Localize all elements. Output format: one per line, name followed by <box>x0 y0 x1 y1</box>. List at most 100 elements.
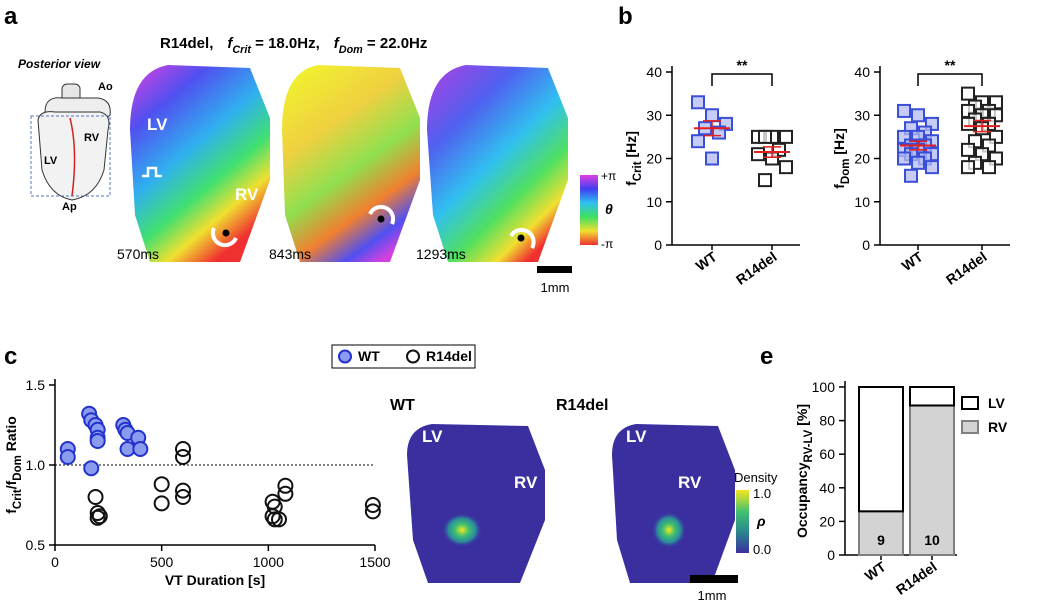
density-colorbar <box>736 490 749 553</box>
label-part: f <box>3 509 19 514</box>
map-label: RV <box>678 473 702 492</box>
x-tick-label: 0 <box>51 554 59 570</box>
significance-label: ** <box>945 57 956 73</box>
data-point <box>758 173 772 188</box>
schematic-label: RV <box>84 132 100 144</box>
subscript: Crit <box>632 161 644 181</box>
label-part: Occupancy <box>794 462 810 538</box>
label-part: = 18.0Hz, <box>251 35 320 52</box>
x-tick-label: 1000 <box>253 554 284 570</box>
data-point <box>89 505 106 521</box>
y-tick-label: 20 <box>854 151 870 167</box>
data-point <box>87 489 104 505</box>
heart-schematic <box>30 83 111 201</box>
y-tick-label: 80 <box>819 413 835 429</box>
data-point <box>364 503 381 520</box>
bar-segment <box>909 404 955 557</box>
map-label: LV <box>626 427 647 446</box>
significance-label: ** <box>737 57 748 73</box>
y-tick-label: 40 <box>646 64 662 80</box>
subscript: Dom <box>840 159 852 185</box>
colorbar-label: 1.0 <box>753 486 771 501</box>
data-point <box>925 160 939 175</box>
data-point <box>961 142 975 157</box>
n-label: 10 <box>924 532 940 548</box>
schematic-label: LV <box>44 155 58 167</box>
subscript: Dom <box>12 455 24 481</box>
label-part: [%] <box>794 404 810 430</box>
data-point <box>779 129 793 144</box>
legend-box <box>331 344 476 369</box>
colorbar-label: -π <box>601 237 613 251</box>
sem-bar <box>973 119 991 133</box>
subscript: Crit <box>12 489 24 509</box>
data-point <box>91 508 108 525</box>
y-axis-label: fCrit/fDom Ratio <box>3 416 24 514</box>
data-point <box>904 168 918 183</box>
label-part: R14del, <box>160 35 213 52</box>
x-tick-label: WT <box>899 248 926 274</box>
y-tick-label: 1.5 <box>26 377 46 393</box>
data-point <box>277 477 294 494</box>
x-axis-label: VT Duration [s] <box>165 572 265 588</box>
sem-bar <box>703 120 721 137</box>
data-point <box>705 108 719 123</box>
data-point <box>691 95 705 110</box>
data-point <box>59 449 76 465</box>
y-tick-label: 100 <box>812 379 836 395</box>
scale-bar <box>537 266 572 273</box>
data-point <box>691 134 705 149</box>
legend-label: LV <box>988 395 1006 411</box>
legend-label: R14del <box>426 348 472 364</box>
time-label: 1293ms <box>416 246 466 262</box>
subscript: Crit <box>232 44 251 56</box>
y-tick-label: 40 <box>819 480 835 496</box>
data-point <box>751 147 765 162</box>
group-label: WT <box>390 397 415 414</box>
label-part: f <box>831 184 847 189</box>
data-point <box>153 476 170 493</box>
data-point <box>911 155 925 170</box>
bar-segment <box>858 386 904 513</box>
map-label: RV <box>235 185 259 204</box>
scale-bar <box>690 575 738 583</box>
panel-label: e <box>760 343 773 370</box>
n-label: 9 <box>877 532 885 548</box>
y-tick-label: 20 <box>646 151 662 167</box>
group-label: R14del <box>556 397 608 414</box>
x-tick-label: R14del <box>733 248 780 287</box>
panel-label: c <box>4 343 17 370</box>
scale-label: 1mm <box>698 588 727 603</box>
map-label: LV <box>422 427 443 446</box>
time-label: 843ms <box>269 246 311 262</box>
y-axis-label: fCrit [Hz] <box>623 131 644 186</box>
panel-label: b <box>618 3 633 30</box>
bar-segment <box>909 386 955 407</box>
legend-label: WT <box>358 348 380 364</box>
colorbar-label: θ <box>605 201 613 217</box>
legend-marker <box>406 349 420 364</box>
legend-marker <box>961 396 979 410</box>
data-point <box>897 151 911 166</box>
colorbar-label: +π <box>601 169 616 183</box>
x-tick-label: 1500 <box>359 554 390 570</box>
data-point <box>897 103 911 118</box>
data-point <box>89 433 106 449</box>
data-point <box>175 441 191 457</box>
x-tick-label: 500 <box>150 554 174 570</box>
y-tick-label: 60 <box>819 446 835 462</box>
data-point <box>271 511 287 528</box>
legend-label: RV <box>988 419 1008 435</box>
schematic-label: Ao <box>98 81 113 93</box>
phase-colorbar <box>580 175 598 245</box>
x-tick-label: R14del <box>943 248 990 287</box>
label-part: f <box>227 35 234 52</box>
schematic-label: Ap <box>62 201 77 213</box>
data-point <box>758 129 772 144</box>
subscript: Dom <box>339 44 363 56</box>
data-point <box>175 482 191 499</box>
scale-label: 1mm <box>541 280 570 295</box>
map-label: RV <box>514 473 538 492</box>
view-label: Posterior view <box>18 57 101 71</box>
